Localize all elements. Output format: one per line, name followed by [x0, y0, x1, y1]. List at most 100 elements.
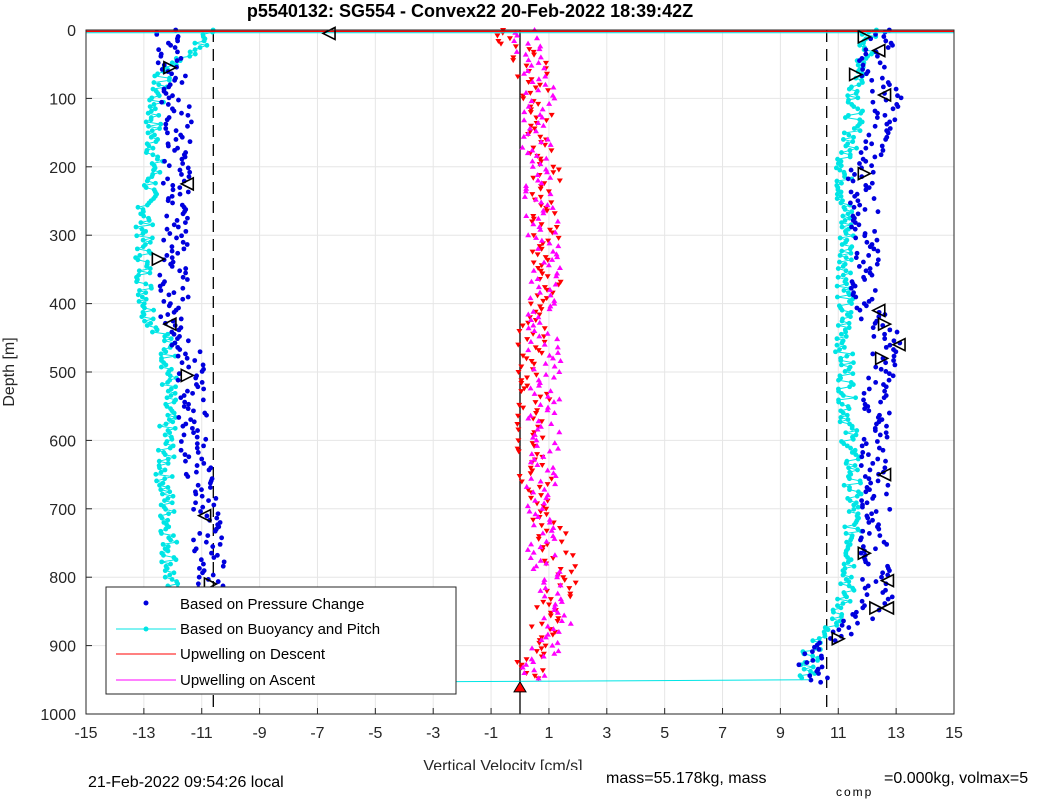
buoyancy-descent-point: [201, 38, 207, 44]
pressure-descent-point: [182, 399, 188, 405]
pressure-descent-point: [166, 292, 172, 298]
buoyancy-descent-point: [150, 145, 156, 151]
upwelling-descent-point: [542, 60, 549, 66]
pressure-ascent-point: [853, 609, 859, 615]
buoyancy-descent-point: [143, 150, 149, 155]
pressure-ascent-point: [855, 198, 861, 204]
buoyancy-descent-point: [154, 327, 160, 333]
buoyancy-ascent-point: [840, 572, 846, 578]
upwelling-descent-point: [530, 233, 537, 239]
buoyancy-ascent-point: [843, 143, 849, 149]
buoyancy-ascent-point: [849, 301, 854, 306]
pressure-descent-point: [175, 353, 181, 359]
upwelling-ascent-point: [541, 259, 548, 265]
y-axis-label: Depth [m]: [1, 337, 18, 406]
pressure-ascent-point: [882, 331, 887, 337]
pressure-ascent-point: [857, 307, 863, 313]
pressure-descent-point: [200, 397, 206, 403]
legend-pressure-marker: [143, 600, 149, 606]
pressure-ascent-point: [882, 29, 888, 35]
buoyancy-descent-point: [156, 458, 162, 464]
buoyancy-descent-point: [143, 296, 149, 302]
pressure-ascent-point: [882, 465, 888, 471]
buoyancy-ascent-point: [848, 445, 853, 451]
buoyancy-descent-point: [197, 45, 203, 50]
pressure-ascent-point: [879, 574, 884, 580]
buoyancy-ascent-point: [847, 476, 852, 482]
buoyancy-descent-point: [143, 119, 149, 125]
pressure-ascent-point: [871, 246, 877, 252]
pressure-ascent-point: [848, 200, 853, 206]
pressure-descent-point: [182, 452, 188, 458]
upwelling-ascent-point: [544, 467, 551, 473]
buoyancy-ascent-point: [839, 614, 844, 619]
pressure-ascent-point: [886, 410, 892, 416]
buoyancy-ascent-point: [845, 93, 851, 99]
buoyancy-ascent-point: [842, 524, 848, 530]
pressure-descent-point: [180, 285, 186, 291]
buoyancy-ascent-point: [834, 336, 840, 342]
buoyancy-descent-point: [145, 110, 151, 116]
pressure-ascent-point: [875, 478, 881, 484]
upwelling-ascent-point: [530, 565, 537, 571]
buoyancy-descent-point: [144, 202, 150, 208]
turn-marker: [163, 60, 178, 75]
pressure-descent-point: [199, 487, 204, 493]
pressure-ascent-point: [863, 51, 869, 57]
pressure-ascent-point: [869, 141, 875, 147]
upwelling-ascent-point: [554, 574, 561, 580]
upwelling-ascent-point: [529, 434, 536, 440]
pressure-ascent-point: [885, 45, 891, 50]
upwelling-descent-point: [555, 616, 562, 622]
upwelling-descent-point: [528, 359, 535, 365]
buoyancy-ascent-point: [850, 351, 856, 357]
pressure-ascent-point: [854, 250, 860, 256]
buoyancy-ascent-point: [844, 539, 850, 545]
buoyancy-ascent-point: [836, 377, 841, 383]
buoyancy-descent-point: [210, 29, 215, 35]
upwelling-descent-point: [534, 252, 541, 258]
upwelling-ascent-point: [534, 177, 541, 183]
pressure-descent-point: [174, 235, 179, 241]
upwelling-descent-point: [538, 523, 545, 529]
upwelling-ascent-point: [542, 585, 549, 591]
pressure-ascent-point: [864, 71, 869, 77]
pressure-ascent-point: [816, 671, 821, 676]
pressure-ascent-point: [855, 211, 861, 217]
upwelling-ascent-point: [538, 237, 545, 243]
pressure-ascent-point: [880, 84, 886, 90]
upwelling-descent-point: [539, 463, 546, 469]
pressure-descent-point: [172, 77, 178, 83]
turn-marker: [831, 631, 847, 647]
pressure-descent-point: [205, 533, 211, 539]
upwelling-descent-point: [527, 123, 534, 129]
upwelling-descent-point: [540, 599, 547, 605]
pressure-descent-point: [163, 91, 169, 96]
upwelling-ascent-point: [530, 267, 537, 273]
buoyancy-descent-point: [168, 336, 174, 342]
upwelling-descent-point: [531, 673, 538, 679]
pressure-descent-point: [192, 548, 197, 554]
pressure-descent-point: [199, 369, 205, 374]
upwelling-ascent-point: [523, 213, 530, 219]
upwelling-ascent-point: [541, 341, 548, 347]
buoyancy-descent-point: [173, 384, 178, 390]
upwelling-ascent-point: [523, 483, 530, 489]
pressure-descent-point: [203, 436, 209, 442]
upwelling-ascent-point: [557, 358, 564, 364]
pressure-descent-point: [176, 415, 182, 420]
buoyancy-ascent-point: [845, 211, 851, 217]
buoyancy-descent-point: [169, 474, 175, 479]
pressure-ascent-point: [849, 224, 854, 230]
upwelling-descent-point: [523, 356, 530, 362]
upwelling-descent-point: [546, 602, 553, 608]
buoyancy-descent-point: [149, 235, 155, 241]
upwelling-ascent-point: [537, 587, 544, 593]
upwelling-ascent-point: [542, 73, 549, 79]
upwelling-ascent-point: [549, 204, 556, 210]
pressure-ascent-point: [819, 655, 825, 661]
pressure-ascent-point: [892, 117, 898, 123]
buoyancy-descent-point: [140, 244, 146, 250]
upwelling-descent-point: [544, 208, 551, 214]
pressure-ascent-point: [863, 441, 869, 447]
